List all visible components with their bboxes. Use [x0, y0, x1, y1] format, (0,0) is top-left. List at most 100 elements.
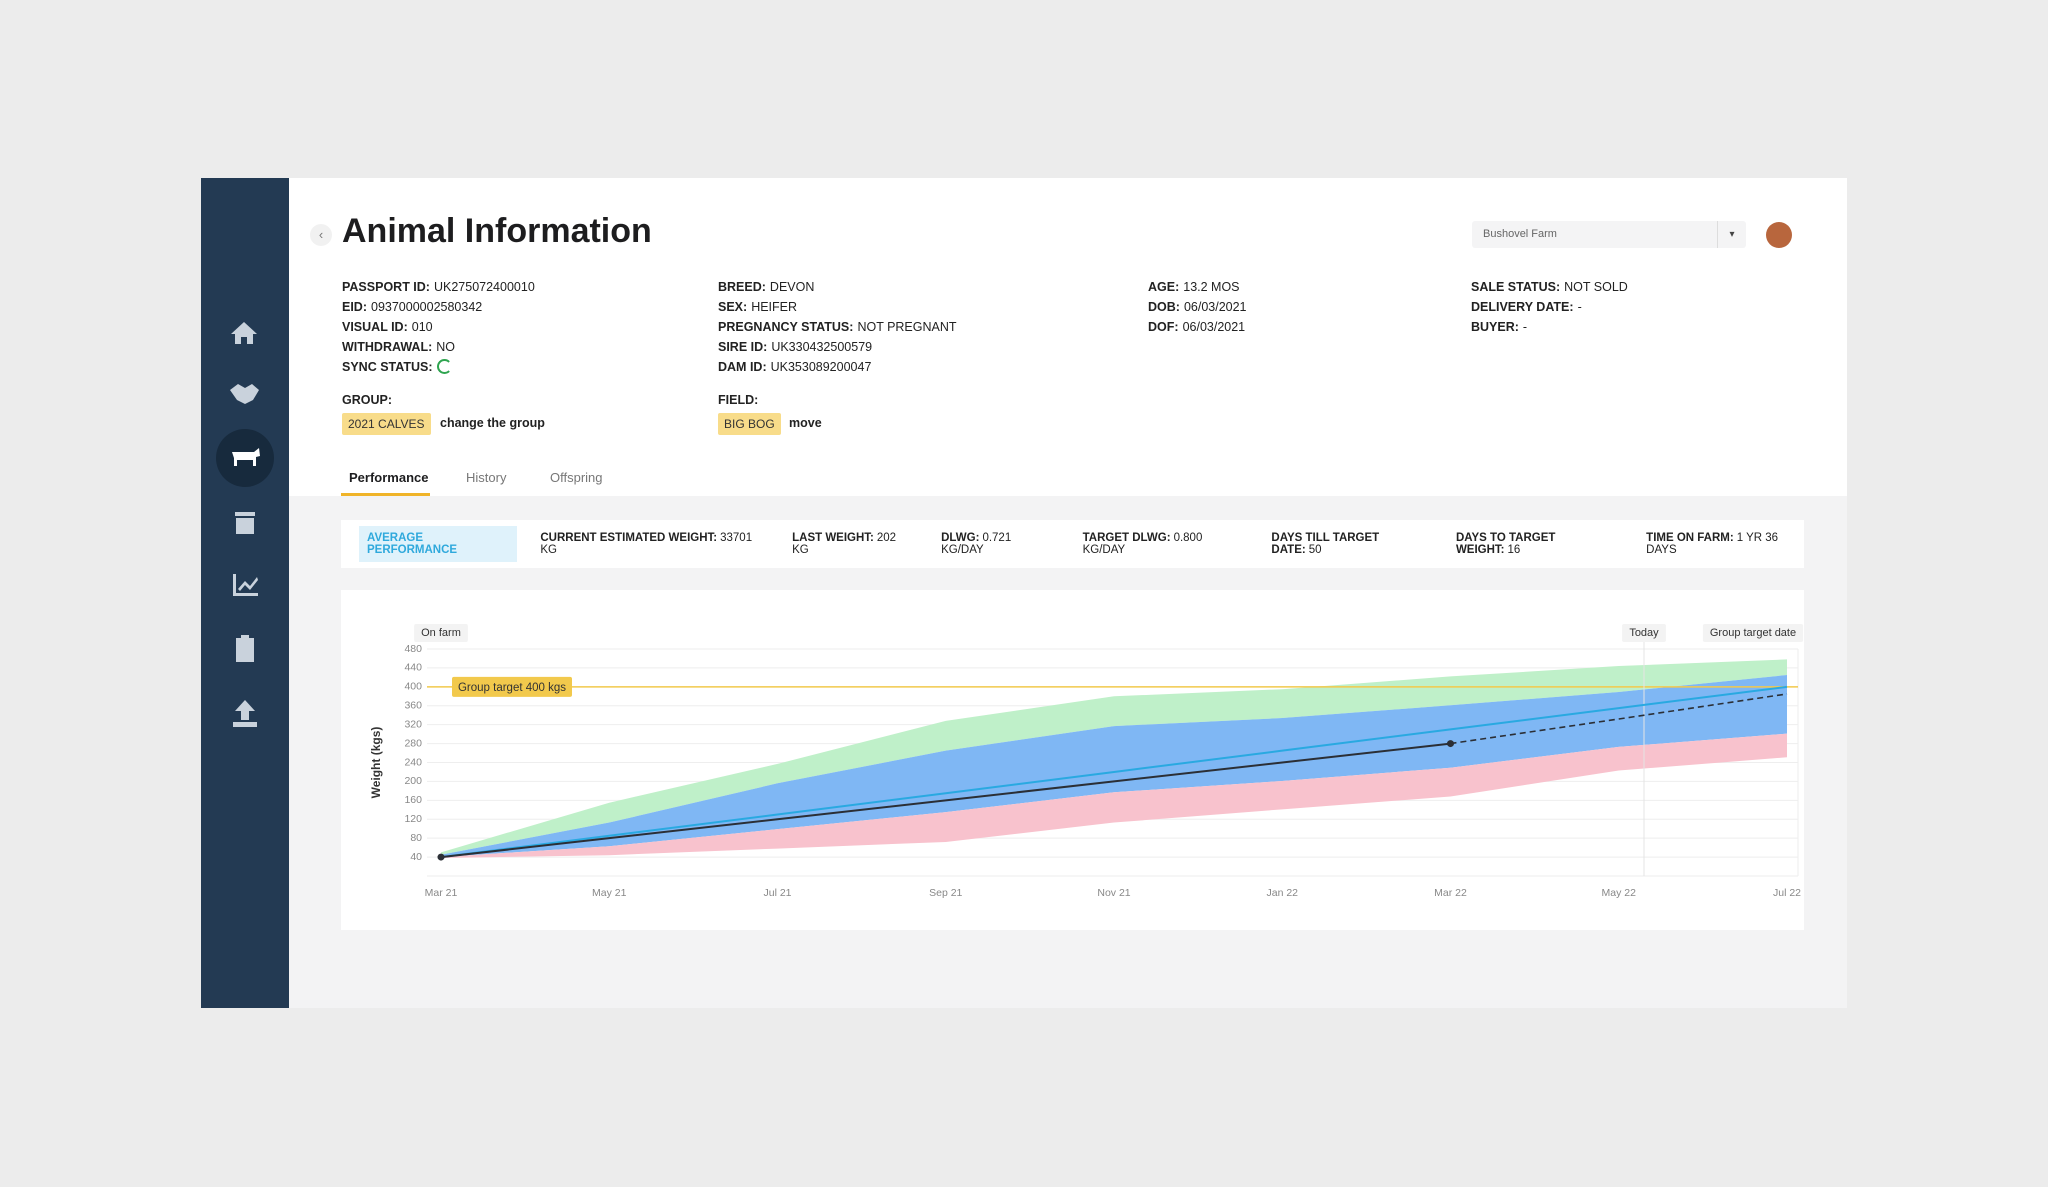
band	[441, 675, 1787, 858]
stat-value: 33701 KG	[540, 532, 753, 556]
farm-dropdown[interactable]: Bushovel Farm ▾	[1472, 221, 1746, 248]
detail-row: DAM ID: UK353089200047	[718, 357, 957, 377]
detail-label: EID:	[342, 300, 367, 314]
x-tick-label: Mar 22	[1434, 887, 1467, 899]
annotation-bg	[1702, 624, 1804, 642]
detail-label: BUYER:	[1471, 320, 1519, 334]
tab[interactable]: Offspring	[550, 470, 603, 485]
x-tick-label: Jan 22	[1266, 887, 1298, 899]
stats-bar: AVERAGE PERFORMANCE CURRENT ESTIMATED WE…	[341, 520, 1804, 568]
detail-value: 06/03/2021	[1182, 320, 1246, 334]
detail-label: AGE:	[1148, 280, 1180, 294]
detail-label: DOF:	[1148, 320, 1179, 334]
detail-value: -	[1522, 320, 1528, 334]
band	[441, 659, 1787, 855]
detail-label: SALE STATUS:	[1471, 280, 1561, 294]
stat-label: DAYS TO TARGET WEIGHT:	[1455, 532, 1556, 556]
detail-label: VISUAL ID:	[342, 320, 408, 334]
band	[441, 733, 1787, 859]
sidebar	[201, 178, 289, 1008]
y-tick-label: 40	[410, 851, 422, 863]
detail-row: DOF: 06/03/2021	[1148, 317, 1247, 337]
annotation-bg	[1622, 624, 1666, 642]
x-tick-label: Jul 21	[763, 887, 791, 899]
y-tick-label: 120	[404, 813, 422, 825]
annotation-bg	[414, 624, 468, 642]
detail-row: SYNC STATUS:	[342, 357, 535, 377]
y-tick-label: 240	[404, 756, 422, 768]
detail-label: SYNC STATUS:	[342, 360, 433, 374]
detail-label: SIRE ID:	[718, 340, 768, 354]
chart: 40 80 120 160 200 240 280 320 360 400 440 480 Weight…	[369, 624, 1804, 899]
detail-label: DAM ID:	[718, 360, 767, 374]
stat-value: 0.721 KG/DAY	[941, 532, 1012, 556]
target-label-bg	[452, 676, 572, 697]
stat-value: 16	[1507, 544, 1521, 556]
detail-value: DEVON	[769, 280, 815, 294]
detail-row: VISUAL ID: 010	[342, 317, 535, 337]
stat-label: LAST WEIGHT:	[792, 532, 874, 544]
stat-value: 0.800 KG/DAY	[1082, 532, 1203, 556]
farm-name: Bushovel Farm	[1483, 228, 1557, 240]
stats-badge[interactable]: AVERAGE PERFORMANCE	[359, 526, 518, 562]
detail-row: SIRE ID: UK330432500579	[718, 337, 957, 357]
tab-underline	[341, 493, 430, 496]
detail-value: 06/03/2021	[1183, 300, 1247, 314]
detail-row: WITHDRAWAL: NO	[342, 337, 535, 357]
stat-value: 50	[1308, 544, 1322, 556]
move-link[interactable]: move	[789, 416, 822, 430]
detail-row: DELIVERY DATE: -	[1471, 297, 1628, 317]
change-group-link[interactable]: change the group	[440, 416, 545, 430]
detail-row: SALE STATUS: NOT SOLD	[1471, 277, 1628, 297]
upload-icon[interactable]	[233, 700, 257, 727]
stat: DAYS TO TARGET WEIGHT: 16	[1456, 532, 1615, 556]
x-tick-label: May 21	[592, 887, 627, 899]
annotation: Today	[1629, 627, 1659, 639]
group-label: GROUP:	[342, 393, 392, 407]
page-title: Animal Information	[342, 212, 652, 250]
reports-icon[interactable]	[233, 574, 258, 596]
stat-label: TIME ON FARM:	[1646, 532, 1734, 544]
stat-value: 1 YR 36 DAYS	[1646, 532, 1779, 556]
field-tag: BIG BOG	[718, 413, 781, 435]
stat: DAYS TILL TARGET DATE: 50	[1271, 532, 1425, 556]
stat-value: 202 KG	[792, 532, 897, 556]
deals-icon[interactable]	[230, 384, 259, 404]
detail-value: 0937000002580342	[371, 300, 483, 314]
home-icon[interactable]	[231, 322, 257, 344]
detail-value: 13.2 MOS	[1183, 280, 1240, 294]
y-tick-label: 400	[404, 681, 422, 693]
chart-card: 40 80 120 160 200 240 280 320 360 400 440 480 Weight…	[341, 590, 1804, 930]
medicine-icon[interactable]	[235, 512, 255, 534]
stat: CURRENT ESTIMATED WEIGHT: 33701 KG	[540, 532, 761, 556]
target-label: Group target 400 kgs	[458, 682, 566, 694]
point	[437, 853, 445, 861]
back-button[interactable]: ‹	[310, 224, 332, 246]
detail-value: -	[1577, 300, 1582, 314]
tasks-icon[interactable]	[236, 635, 254, 662]
y-tick-label: 200	[404, 775, 422, 787]
y-tick-label: 320	[404, 718, 422, 730]
detail-column: PASSPORT ID: UK275072400010 EID: 0937000002…	[342, 277, 535, 377]
detail-column: BREED: DEVON SEX: HEIFER PREGNANCY STATUS: NO…	[718, 277, 957, 377]
x-tick-label: May 22	[1602, 887, 1637, 899]
animals-icon[interactable]	[232, 448, 260, 466]
detail-value: NOT PREGNANT	[857, 320, 957, 334]
detail-row: PASSPORT ID: UK275072400010	[342, 277, 535, 297]
x-tick-label: Jul 22	[1773, 887, 1801, 899]
y-tick-label: 440	[404, 662, 422, 674]
user-avatar[interactable]	[1766, 222, 1792, 248]
detail-value: 010	[411, 320, 433, 334]
annotation: On farm	[421, 627, 461, 639]
tab[interactable]: History	[466, 470, 507, 485]
detail-value: UK353089200047	[770, 360, 872, 374]
x-tick-label: Mar 21	[425, 887, 458, 899]
stat-label: TARGET DLWG:	[1082, 532, 1171, 544]
detail-row: BREED: DEVON	[718, 277, 957, 297]
detail-label: DOB:	[1148, 300, 1180, 314]
dropdown-arrow[interactable]: ▾	[1717, 221, 1746, 248]
stat: LAST WEIGHT: 202 KG	[792, 532, 910, 556]
tab[interactable]: Performance	[349, 470, 429, 485]
stat-label: DAYS TILL TARGET DATE:	[1271, 532, 1380, 556]
